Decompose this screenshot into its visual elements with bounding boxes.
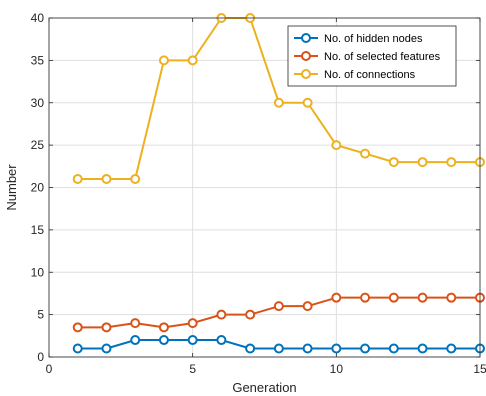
y-tick-label: 5 [37, 308, 44, 322]
series-0-point [446, 343, 457, 354]
series-0-point [388, 343, 399, 354]
legend-entry-label: No. of hidden nodes [324, 33, 423, 45]
series-0-point [72, 343, 83, 354]
series-2-point [417, 157, 428, 168]
series-0-point [417, 343, 428, 354]
series-2-point [158, 55, 169, 66]
x-tick-label: 15 [473, 362, 486, 376]
series-0-point [302, 343, 313, 354]
series-1-point [130, 318, 141, 329]
series-1-point [273, 301, 284, 312]
series-2-point [130, 174, 141, 185]
legend-marker [301, 51, 311, 61]
y-tick-label: 0 [37, 350, 44, 364]
y-tick-label: 15 [31, 223, 45, 237]
series-1-point [417, 292, 428, 303]
legend: No. of hidden nodes No. of selected featu… [287, 25, 457, 87]
y-tick-label: 30 [31, 96, 45, 110]
series-2-point [187, 55, 198, 66]
series-1-point [331, 292, 342, 303]
series-1-point [187, 318, 198, 329]
y-tick-label: 40 [31, 11, 45, 25]
series-1-point [388, 292, 399, 303]
series-2-point [273, 97, 284, 108]
series-0-point [187, 335, 198, 346]
series-1-point [245, 309, 256, 320]
series-0-point [158, 335, 169, 346]
y-tick-label: 20 [31, 181, 45, 195]
series-2-point [302, 97, 313, 108]
legend-marker [301, 69, 311, 79]
x-tick-label: 10 [330, 362, 344, 376]
series-layer [72, 13, 485, 354]
legend-marker [301, 33, 311, 43]
series-2-point [446, 157, 457, 168]
series-1-point [360, 292, 371, 303]
series-0-point [216, 335, 227, 346]
x-axis-label: Generation [232, 380, 296, 395]
x-tick-label: 0 [46, 362, 53, 376]
series-2-point [72, 174, 83, 185]
legend-entry-label: No. of connections [324, 69, 416, 81]
series-2-point [331, 140, 342, 151]
series-0-point [130, 335, 141, 346]
series-2-point [101, 174, 112, 185]
series-0-point [101, 343, 112, 354]
legend-entry-label: No. of selected features [324, 51, 441, 63]
series-1-point [101, 322, 112, 333]
series-2-point [388, 157, 399, 168]
axis-ticks: 0 5 10 15 0 5 10 15 20 25 30 35 40 [31, 11, 486, 376]
series-1-point [216, 309, 227, 320]
x-tick-label: 5 [189, 362, 196, 376]
y-tick-label: 25 [31, 138, 45, 152]
series-1-point [302, 301, 313, 312]
series-0-point [245, 343, 256, 354]
y-tick-label: 35 [31, 53, 45, 67]
y-tick-label: 10 [31, 265, 45, 279]
series-0-point [331, 343, 342, 354]
series-1-point [158, 322, 169, 333]
series-0-point [273, 343, 284, 354]
series-0-point [360, 343, 371, 354]
series-2-point [360, 148, 371, 159]
y-axis-label: Number [4, 164, 19, 211]
series-1-point [446, 292, 457, 303]
series-1-point [72, 322, 83, 333]
